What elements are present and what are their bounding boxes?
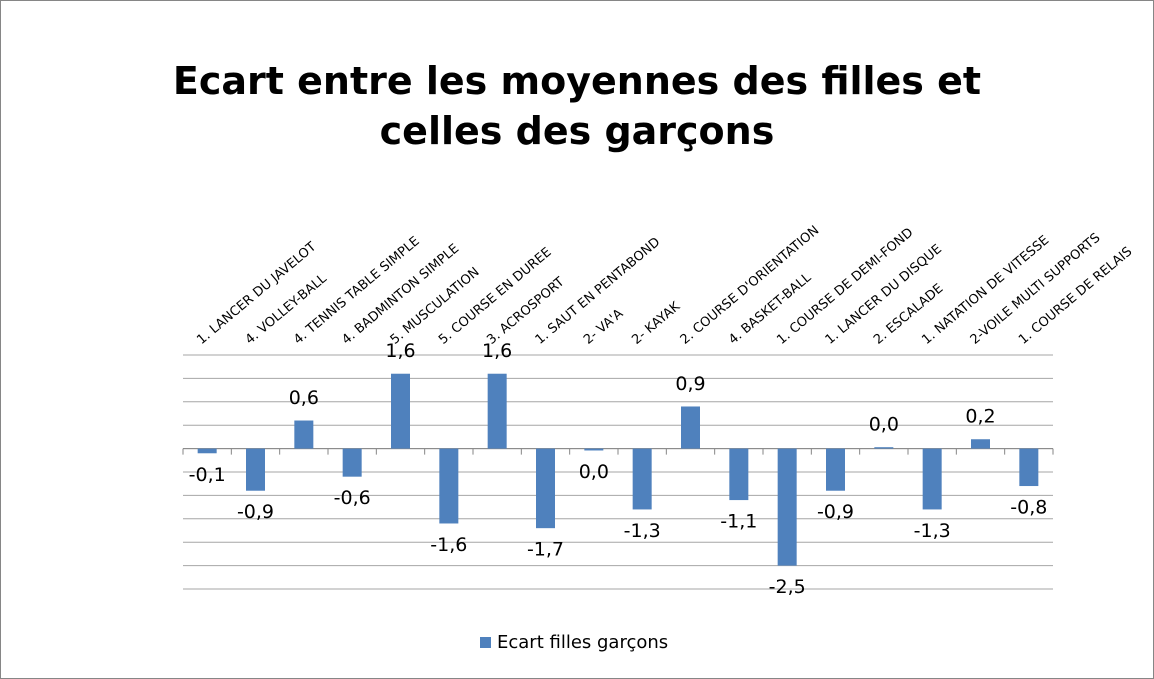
bar <box>632 448 652 510</box>
bar <box>826 448 845 491</box>
bar <box>971 439 990 449</box>
data-label: 0,0 <box>869 414 899 436</box>
data-label: 0,2 <box>965 406 995 428</box>
data-label: 0,6 <box>289 387 319 409</box>
bar <box>536 448 555 529</box>
data-label: -1,3 <box>914 520 951 542</box>
bar <box>681 406 700 449</box>
data-label: 1,6 <box>385 340 415 362</box>
bar <box>342 448 362 477</box>
data-label: -1,3 <box>624 520 661 542</box>
chart-title: Ecart entre les moyennes des filles et ce… <box>173 59 981 153</box>
data-label: 1,6 <box>482 340 512 362</box>
bar <box>391 373 410 449</box>
data-label: 0,9 <box>675 373 705 395</box>
bar <box>439 448 459 524</box>
legend-swatch <box>480 637 491 648</box>
bar <box>777 448 797 566</box>
data-label: -0,8 <box>1010 497 1047 519</box>
data-label: -0,6 <box>334 487 371 509</box>
data-label: -1,7 <box>527 539 564 561</box>
bar <box>294 420 314 449</box>
bar <box>729 448 749 501</box>
data-label: -1,1 <box>720 511 757 533</box>
bar <box>584 448 604 451</box>
data-label: -1,6 <box>430 534 467 556</box>
data-label: -0,9 <box>817 501 854 523</box>
bar <box>487 373 507 449</box>
bar <box>246 448 265 491</box>
bar <box>874 447 894 449</box>
bar <box>1019 448 1039 487</box>
data-label: -0,9 <box>237 501 274 523</box>
data-label: -2,5 <box>769 576 806 598</box>
legend-label: Ecart filles garçons <box>497 632 668 653</box>
data-label: -0,1 <box>189 464 226 486</box>
bar <box>197 448 217 454</box>
bar <box>922 448 942 510</box>
data-label: 0,0 <box>579 461 609 483</box>
